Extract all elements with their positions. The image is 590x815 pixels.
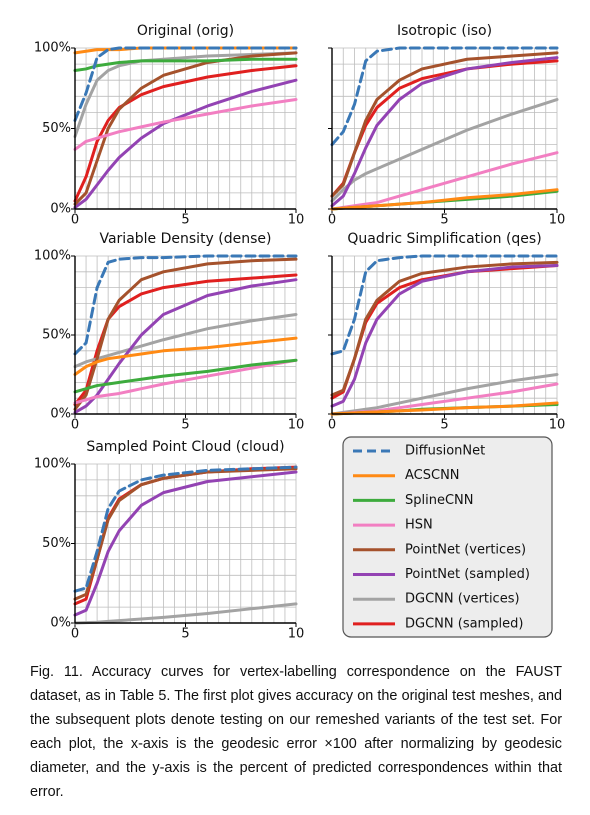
series-line [73,57,298,73]
y-tick-label: 50% [42,121,71,136]
chart-title: Sampled Point Cloud (cloud) [86,439,284,455]
caption: Fig. 11. Accuracy curves for vertex-labe… [30,664,562,800]
series-line [330,263,559,408]
x-tick-label: 0 [328,418,336,433]
x-tick-label: 5 [181,213,189,228]
series-line [330,260,559,397]
legend-label: DiffusionNet [405,444,485,459]
legend-label: SplineCNN [405,493,474,508]
series-line [73,51,298,139]
legend-label: DGCNN (sampled) [405,616,523,631]
y-tick-label: 50% [42,536,71,551]
y-tick-label: 100% [34,249,71,264]
series-line [73,64,298,203]
x-tick-label: 5 [181,627,189,642]
series-line [73,278,298,414]
x-tick-label: 10 [288,418,305,433]
x-tick-label: 5 [181,418,189,433]
series-line [73,257,298,411]
chart-title: Isotropic (iso) [397,23,492,39]
x-tick-label: 5 [440,418,448,433]
chart-title: Quadric Simplification (qes) [347,231,541,247]
x-tick-label: 10 [549,418,566,433]
x-tick-label: 0 [328,213,336,228]
series-line [330,56,559,208]
legend-label: HSN [405,518,433,533]
series-line [73,78,298,209]
series-line [73,336,298,376]
series-line [73,358,298,394]
series-line [73,358,298,405]
series-line [330,46,559,147]
chart-title: Original (orig) [137,23,234,39]
series-line [73,470,298,617]
legend-box [342,436,553,638]
series-line [73,465,298,593]
y-tick-label: 100% [34,41,71,56]
series-line [73,254,298,356]
x-tick-label: 0 [71,418,79,433]
series-line [73,46,298,122]
series-line [73,273,298,407]
series-line [330,254,559,356]
x-tick-label: 10 [288,213,305,228]
legend-label: ACSCNN [405,468,460,483]
series-line [330,188,559,211]
x-tick-label: 5 [440,213,448,228]
x-tick-label: 10 [288,627,305,642]
series-line [73,98,298,151]
x-tick-label: 0 [71,627,79,642]
legend-label: PointNet (vertices) [405,542,526,557]
y-tick-label: 0% [50,202,71,217]
y-tick-label: 0% [50,407,71,422]
x-tick-label: 10 [549,213,566,228]
legend-label: DGCNN (vertices) [405,592,520,607]
x-tick-label: 0 [71,213,79,228]
y-tick-label: 50% [42,328,71,343]
y-tick-label: 0% [50,616,71,631]
legend-label: PointNet (sampled) [405,567,530,582]
series-line [330,401,559,416]
series-line [73,467,298,601]
y-tick-label: 100% [34,457,71,472]
chart-title: Variable Density (dense) [99,231,271,247]
series-line [330,51,559,198]
